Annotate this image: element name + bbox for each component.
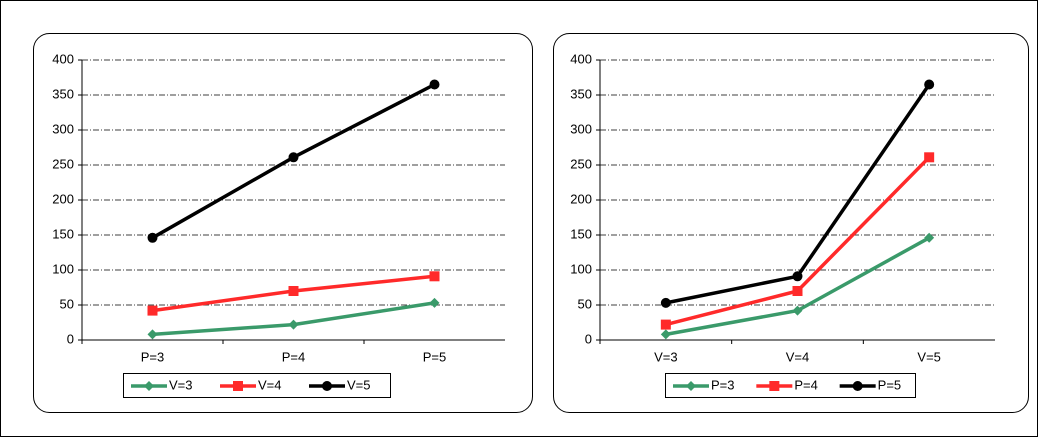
x-tick-label: P=4: [282, 349, 306, 364]
marker: [769, 381, 779, 391]
marker: [233, 381, 243, 391]
x-tick-label: P=3: [141, 349, 165, 364]
y-tick-label: 50: [60, 296, 74, 311]
x-tick-label: V=4: [786, 349, 810, 364]
y-tick-label: 250: [52, 156, 74, 171]
marker: [793, 271, 803, 281]
y-tick-label: 0: [67, 331, 74, 346]
y-tick-label: 0: [585, 331, 592, 346]
x-tick-label: V=5: [917, 349, 941, 364]
legend-label: P=4: [794, 377, 818, 392]
chart: 0 50 100 150 200 250 300 350 400 P=3 P=4 P=5 V=3 V=4 V…: [0, 0, 1038, 437]
y-tick-label: 400: [52, 51, 74, 66]
y-tick-label: 150: [570, 226, 592, 241]
marker: [148, 233, 158, 243]
legend-label: V=3: [169, 377, 193, 392]
marker: [430, 271, 440, 281]
y-tick-label: 200: [570, 191, 592, 206]
y-tick-label: 350: [52, 86, 74, 101]
y-tick-label: 150: [52, 226, 74, 241]
y-tick-label: 250: [570, 156, 592, 171]
marker: [924, 80, 934, 90]
y-tick-label: 400: [570, 51, 592, 66]
x-tick-label: V=3: [654, 349, 678, 364]
y-tick-label: 100: [52, 261, 74, 276]
legend-label: V=4: [258, 377, 282, 392]
y-tick-label: 100: [570, 261, 592, 276]
y-tick-label: 350: [570, 86, 592, 101]
y-tick-label: 200: [52, 191, 74, 206]
marker: [289, 152, 299, 162]
marker: [661, 298, 671, 308]
marker: [661, 320, 671, 330]
marker: [289, 286, 299, 296]
marker: [853, 381, 863, 391]
y-tick-label: 300: [570, 121, 592, 136]
marker: [148, 306, 158, 316]
y-tick-label: 50: [578, 296, 592, 311]
legend-label: P=3: [711, 377, 735, 392]
marker: [322, 381, 332, 391]
marker: [430, 80, 440, 90]
page: 0 50 100 150 200 250 300 350 400 P=3 P=4 P=5 V=3 V=4 V…: [0, 0, 1038, 437]
legend-label: P=5: [878, 377, 902, 392]
marker: [924, 152, 934, 162]
y-tick-label: 300: [52, 121, 74, 136]
x-tick-label: P=5: [423, 349, 447, 364]
legend-label: V=5: [347, 377, 371, 392]
outer-frame: [1, 1, 1038, 437]
marker: [793, 286, 803, 296]
